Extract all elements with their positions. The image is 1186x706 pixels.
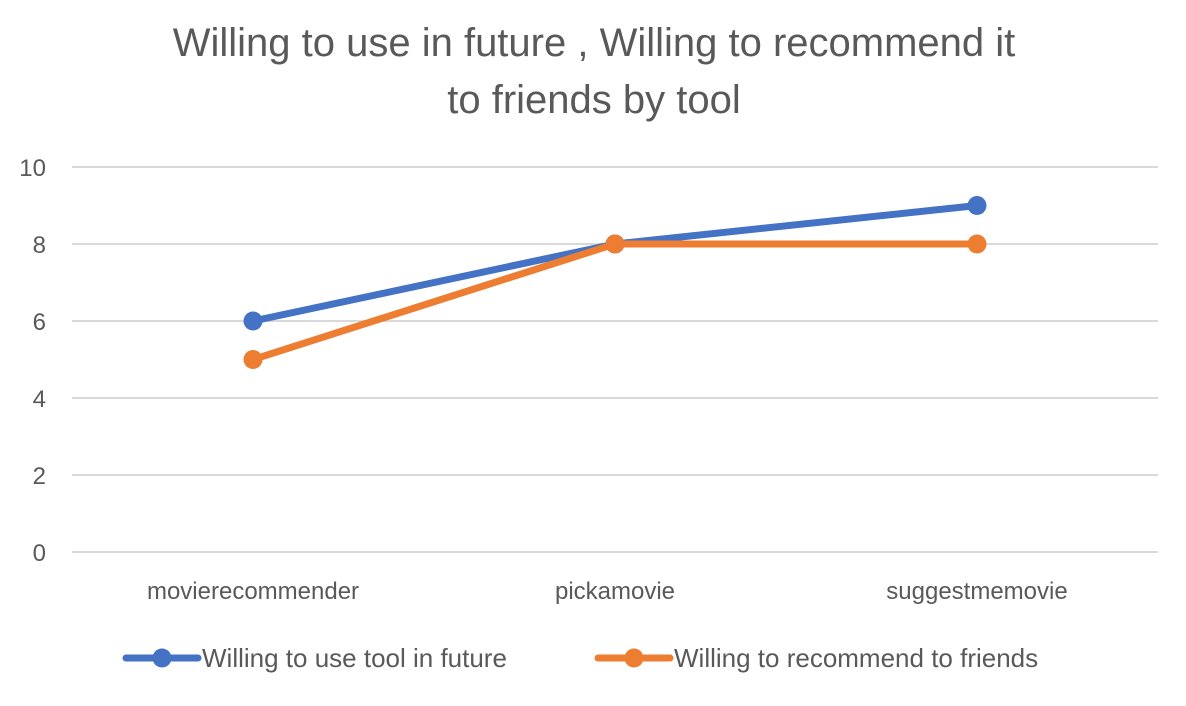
series-line (249, 240, 981, 363)
y-tick-label: 8 (33, 232, 46, 259)
x-tick-label: movierecommender (147, 578, 359, 605)
y-axis-ticks: 0 2 4 6 8 10 (19, 155, 46, 567)
x-tick-label: suggestmemovie (886, 578, 1067, 605)
chart-title-line-2: to friends by tool (447, 78, 741, 122)
y-tick-label: 4 (33, 386, 46, 413)
legend-swatch-marker (152, 648, 172, 668)
data-point (967, 234, 987, 254)
legend-item: Willing to use tool in future (122, 643, 507, 673)
series-group (243, 196, 987, 369)
legend-label: Willing to recommend to friends (674, 643, 1038, 673)
legend-label: Willing to use tool in future (202, 643, 507, 673)
series-line (249, 202, 981, 325)
y-tick-label: 10 (19, 155, 46, 182)
x-tick-label: pickamovie (555, 578, 675, 605)
y-tick-label: 0 (33, 540, 46, 567)
series-2 (243, 234, 987, 369)
data-point (967, 196, 987, 215)
data-point (243, 350, 263, 369)
legend: Willing to use tool in future Willing to … (122, 643, 1038, 673)
series-1 (243, 196, 987, 331)
gridlines (72, 166, 1158, 553)
chart-title-line-1: Willing to use in future , Willing to re… (173, 21, 1016, 65)
data-point (605, 234, 625, 254)
y-tick-label: 6 (33, 309, 46, 336)
legend-item: Willing to recommend to friends (594, 643, 1038, 673)
x-axis-ticks: movierecommender pickamovie suggestmemovie (147, 578, 1068, 605)
y-tick-label: 2 (33, 463, 46, 490)
legend-swatch-marker (624, 648, 644, 668)
data-point (243, 311, 263, 331)
